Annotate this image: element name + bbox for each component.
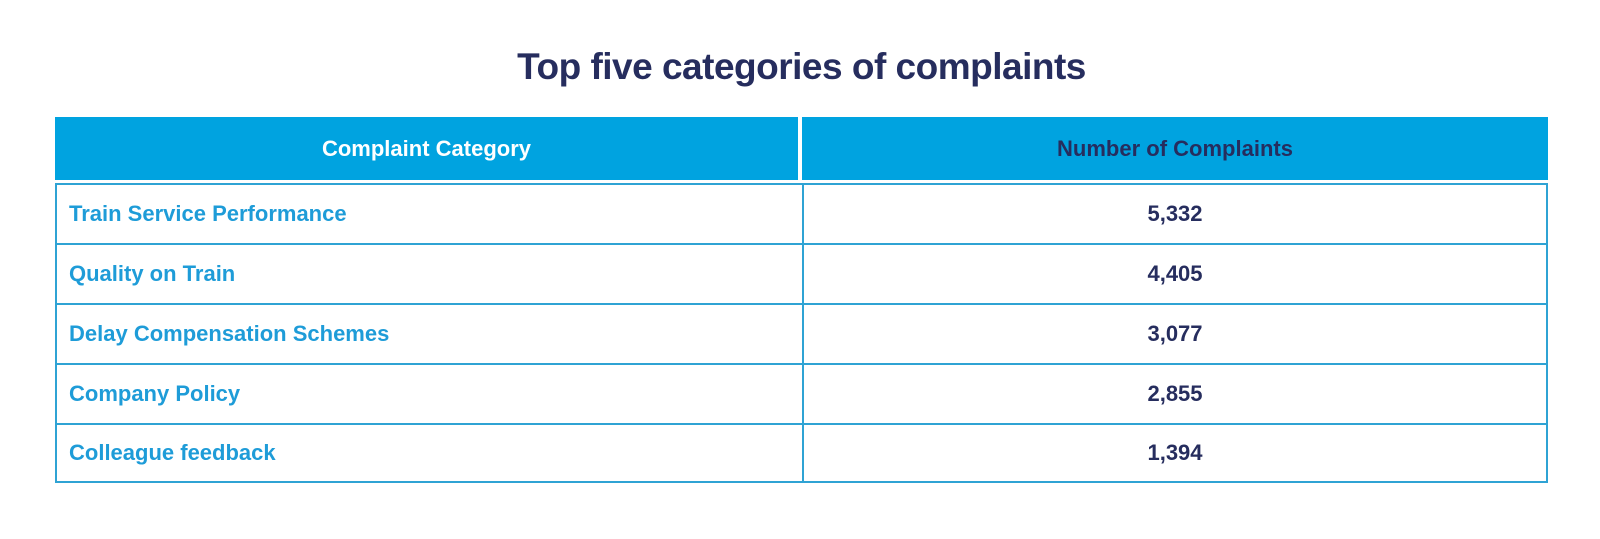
count-cell: 4,405	[802, 243, 1548, 303]
header-row: Complaint Category Number of Complaints	[55, 117, 1548, 183]
category-cell: Quality on Train	[55, 243, 802, 303]
category-cell: Delay Compensation Schemes	[55, 303, 802, 363]
column-header-count: Number of Complaints	[802, 117, 1548, 183]
table-row: Quality on Train 4,405	[55, 243, 1548, 303]
category-cell: Company Policy	[55, 363, 802, 423]
complaints-table: Complaint Category Number of Complaints …	[55, 117, 1548, 483]
count-cell: 2,855	[802, 363, 1548, 423]
category-cell: Train Service Performance	[55, 183, 802, 243]
table-row: Colleague feedback 1,394	[55, 423, 1548, 483]
table-row: Train Service Performance 5,332	[55, 183, 1548, 243]
column-header-category: Complaint Category	[55, 117, 802, 183]
count-cell: 5,332	[802, 183, 1548, 243]
page-title: Top five categories of complaints	[517, 46, 1086, 87]
category-cell: Colleague feedback	[55, 423, 802, 483]
count-cell: 3,077	[802, 303, 1548, 363]
table-body: Train Service Performance 5,332 Quality …	[55, 183, 1548, 483]
count-cell: 1,394	[802, 423, 1548, 483]
table-header: Complaint Category Number of Complaints	[55, 117, 1548, 183]
table-row: Company Policy 2,855	[55, 363, 1548, 423]
table-row: Delay Compensation Schemes 3,077	[55, 303, 1548, 363]
